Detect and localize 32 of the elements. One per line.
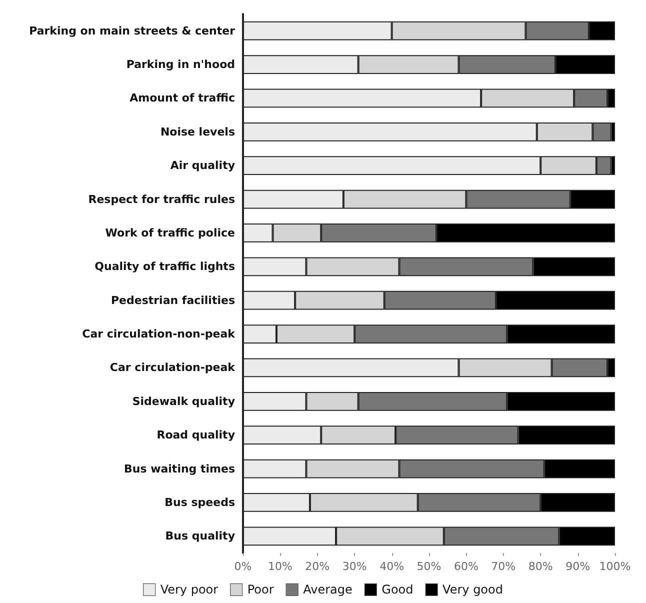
x-tick-label: 90% bbox=[566, 560, 590, 573]
legend-label: Poor bbox=[247, 582, 274, 597]
y-tick-label: Work of traffic police bbox=[105, 226, 235, 240]
x-tick-label: 0% bbox=[234, 560, 252, 573]
x-tick-label: 50% bbox=[416, 560, 442, 573]
y-tick-label: Bus speeds bbox=[164, 496, 236, 509]
y-tick-label: Car circulation-peak bbox=[110, 361, 236, 374]
y-tick-label: Quality of traffic lights bbox=[94, 260, 236, 274]
y-tick-label: Noise levels bbox=[160, 125, 236, 138]
y-tick-label: Air quality bbox=[170, 159, 235, 172]
x-tick-label: 60% bbox=[454, 560, 478, 573]
y-tick-label: Sidewalk quality bbox=[132, 394, 235, 408]
legend-label: Very poor bbox=[160, 582, 218, 597]
y-tick-label: Car circulation-non-peak bbox=[82, 328, 236, 341]
y-tick-label: Parking on main streets & center bbox=[29, 24, 236, 38]
y-tick-label: Amount of traffic bbox=[130, 92, 235, 105]
y-tick-label: Road quality bbox=[156, 428, 235, 442]
y-tick-label: Bus waiting times bbox=[124, 462, 236, 476]
x-tick-label: 40% bbox=[380, 560, 404, 573]
y-tick-label: Parking in n'hood bbox=[126, 58, 235, 72]
x-tick-label: 100% bbox=[599, 560, 631, 573]
y-tick-label: Pedestrian facilities bbox=[110, 294, 236, 307]
y-tick-label: Bus quality bbox=[165, 530, 235, 543]
x-tick-label: 80% bbox=[528, 560, 553, 573]
x-tick-label: 10% bbox=[268, 560, 292, 573]
legend-label: Very good bbox=[442, 582, 503, 597]
x-tick-label: 70% bbox=[491, 560, 516, 573]
x-tick-label: 20% bbox=[305, 560, 330, 573]
legend-label: Average bbox=[303, 582, 352, 597]
x-tick-label: 30% bbox=[342, 560, 367, 573]
y-tick-label: Respect for traffic rules bbox=[88, 192, 236, 206]
legend-label: Good bbox=[382, 582, 414, 597]
